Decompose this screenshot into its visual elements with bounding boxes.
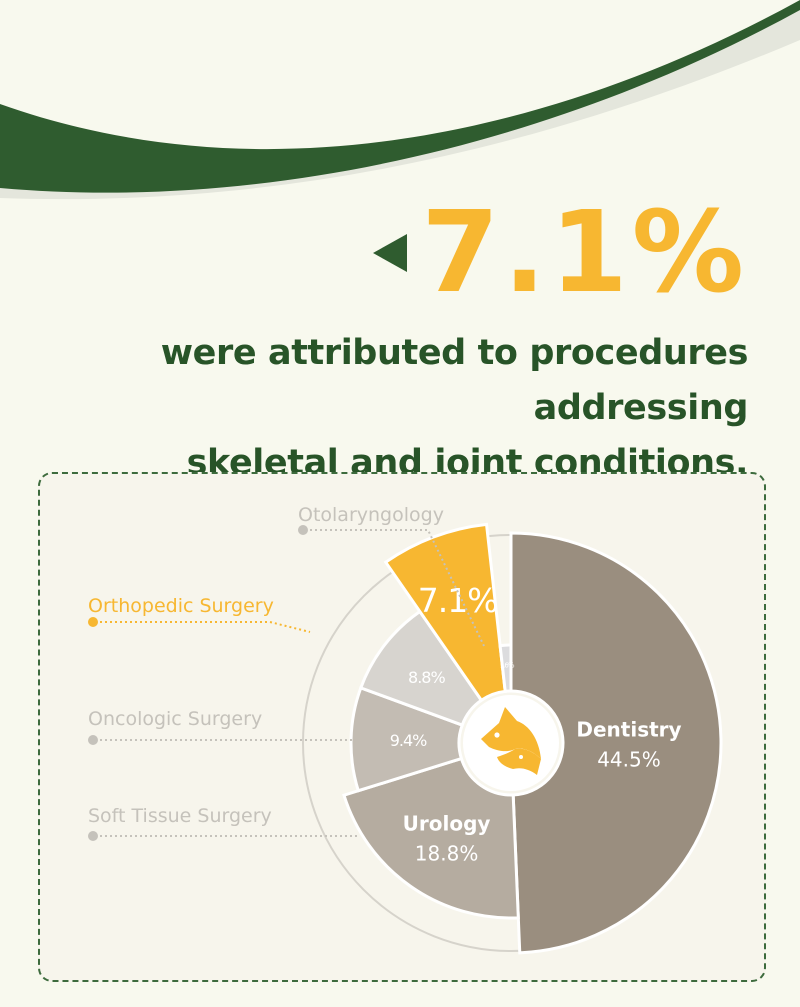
headline-description: were attributed to procedures addressing…: [28, 326, 749, 491]
headline-row: 7.1%: [373, 188, 748, 318]
data-label-urology: 18.8%: [415, 842, 479, 866]
header-swoosh: [0, 0, 800, 220]
data-label-orthopedic-surgery: 7.1%: [418, 581, 498, 620]
legend-label-oncologic-surgery: Oncologic Surgery: [88, 708, 262, 730]
data-label-soft-tissue-surgery: 9.4%: [390, 731, 427, 750]
slice-urology: [342, 756, 520, 920]
legend-dot-otolaryngology: [298, 525, 308, 535]
fox-cat-icon: [481, 707, 541, 775]
headline-line-1: were attributed to procedures addressing: [160, 333, 749, 428]
slice-soft-tissue-surgery: [349, 685, 465, 793]
leader-line-orthopedic-surgery: [100, 621, 311, 633]
data-label-otolaryngology: 1.6%: [500, 662, 515, 670]
legend-label-soft-tissue-surgery: Soft Tissue Surgery: [88, 805, 272, 827]
headline-stat: 7.1%: [421, 188, 748, 318]
legend-label-orthopedic-surgery: Orthopedic Surgery: [88, 595, 274, 617]
slice-dentistry: [509, 531, 723, 955]
slice-oncologic-surgery: [358, 609, 484, 728]
triangle-pointer-icon: [373, 234, 408, 272]
legend-dot-orthopedic-surgery: [88, 617, 98, 627]
slice-name-urology: Urology: [403, 812, 491, 836]
data-label-oncologic-surgery: 8.8%: [408, 668, 445, 687]
slice-orthopedic-surgery: [383, 522, 507, 703]
slice-otolaryngology: [498, 643, 513, 693]
legend-dot-oncologic-surgery: [88, 735, 98, 745]
data-label-dentistry: 44.5%: [597, 748, 661, 772]
legend-dot-soft-tissue-surgery: [88, 831, 98, 841]
slice-name-dentistry: Dentistry: [576, 718, 681, 742]
legend-label-otolaryngology: Otolaryngology: [298, 504, 444, 526]
green-wave: [0, 0, 800, 193]
